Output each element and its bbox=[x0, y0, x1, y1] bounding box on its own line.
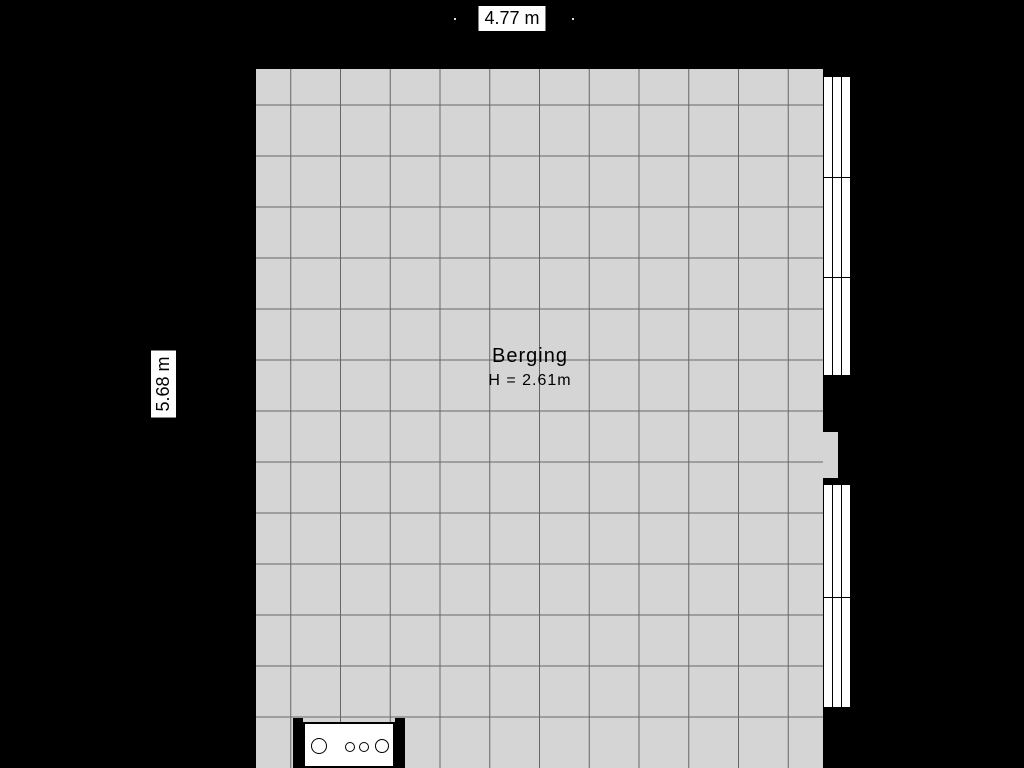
dim-tick: · bbox=[452, 8, 458, 29]
fixture-post-right bbox=[395, 718, 405, 768]
room-label: Berging H = 2.61m bbox=[430, 345, 630, 390]
wall-left bbox=[241, 54, 256, 768]
utility-fixture bbox=[303, 722, 395, 768]
room-height: H = 2.61m bbox=[430, 372, 630, 390]
wall-right-mid1 bbox=[823, 376, 838, 432]
dimension-width-label: 4.77 m bbox=[478, 6, 545, 31]
fixture-post-left bbox=[293, 718, 303, 768]
floorplan-canvas: · 4.77 m · 5.68 m bbox=[0, 0, 1024, 768]
dimension-height-label: 5.68 m bbox=[151, 350, 176, 417]
door-opening bbox=[823, 432, 838, 478]
window-upper bbox=[823, 76, 851, 376]
wall-right-bottom bbox=[823, 708, 838, 768]
fixture-icon bbox=[345, 742, 355, 752]
fixture-icon bbox=[359, 742, 369, 752]
window-lower bbox=[823, 484, 851, 708]
dim-tick: · bbox=[570, 8, 576, 29]
fixture-icon bbox=[375, 739, 389, 753]
room-name: Berging bbox=[430, 345, 630, 368]
fixture-icon bbox=[311, 738, 327, 754]
room-floor bbox=[241, 54, 838, 768]
wall-top bbox=[241, 54, 838, 69]
